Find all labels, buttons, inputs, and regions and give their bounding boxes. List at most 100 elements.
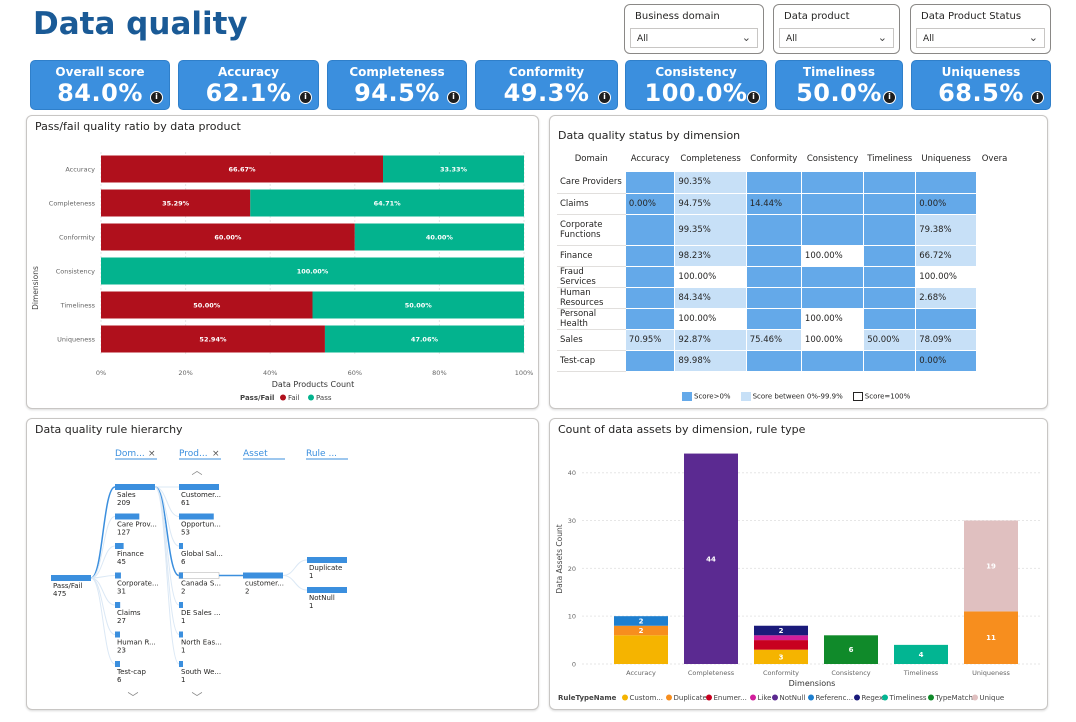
info-icon[interactable]: i bbox=[150, 91, 163, 104]
matrix-row[interactable]: Fraud Services 100.00% 100.00% bbox=[557, 265, 1013, 288]
bar-pass-timeliness[interactable] bbox=[312, 291, 525, 319]
bar-uniqueness-segment[interactable] bbox=[964, 520, 1018, 612]
matrix-cell[interactable] bbox=[801, 214, 865, 246]
data-product-slicer[interactable]: Data product All ⌄ bbox=[773, 4, 900, 54]
info-icon[interactable]: i bbox=[747, 91, 760, 104]
matrix-cell[interactable]: 100.00% bbox=[674, 307, 747, 330]
matrix-row[interactable]: Care Providers 90.35% bbox=[557, 171, 1013, 194]
assets-chart-panel[interactable]: Count of data assets by dimension, rule … bbox=[549, 418, 1048, 710]
matrix-col-header[interactable]: Domain bbox=[574, 154, 608, 164]
tree-node-bar-product[interactable] bbox=[179, 602, 183, 608]
matrix-col-header[interactable]: Overa bbox=[981, 153, 1008, 164]
matrix-cell[interactable] bbox=[976, 265, 1013, 288]
tree-node-bar-domain[interactable] bbox=[115, 572, 121, 579]
tree-node-bar-product[interactable] bbox=[179, 572, 183, 579]
matrix-cell[interactable]: 78.09% bbox=[915, 329, 978, 351]
matrix-cell[interactable] bbox=[863, 308, 917, 330]
matrix-cell[interactable]: 100.00% bbox=[800, 328, 865, 351]
bar-pass-uniqueness[interactable] bbox=[324, 325, 524, 353]
matrix-cell[interactable]: 84.34% bbox=[674, 287, 747, 309]
matrix-row[interactable]: Sales 70.95% 92.87% 75.46% 100.00% 50.00% 78.0… bbox=[557, 328, 1013, 351]
tree-node-bar-rule[interactable] bbox=[307, 557, 347, 563]
info-icon[interactable]: i bbox=[883, 91, 896, 104]
matrix-cell[interactable] bbox=[746, 214, 802, 246]
bar-fail-completeness[interactable] bbox=[101, 189, 251, 217]
matrix-cell[interactable]: 89.98% bbox=[674, 350, 747, 372]
matrix-cell[interactable]: 75.46% bbox=[746, 329, 802, 351]
matrix-cell[interactable] bbox=[976, 286, 1013, 309]
matrix-cell[interactable]: 14.44% bbox=[746, 193, 802, 215]
matrix-row[interactable]: Human Resources 84.34% 2.68% bbox=[557, 286, 1013, 309]
matrix-cell[interactable]: 50.00% bbox=[863, 329, 917, 351]
matrix-row[interactable]: Personal Health 100.00% 100.00% bbox=[557, 307, 1013, 330]
quality-matrix[interactable]: Domain Accuracy Completeness Conformity Cons… bbox=[557, 146, 1013, 378]
matrix-col-header[interactable]: Conformity bbox=[750, 154, 798, 164]
business-domain-slicer[interactable]: Business domain All ⌄ bbox=[624, 4, 764, 54]
tree-level-header[interactable]: Asset bbox=[243, 449, 285, 460]
matrix-cell[interactable] bbox=[863, 193, 917, 215]
data-product-status-slicer[interactable]: Data Product Status All ⌄ bbox=[910, 4, 1051, 54]
bar-pass-conformity[interactable] bbox=[354, 223, 524, 251]
matrix-cell[interactable]: 98.23% bbox=[674, 245, 747, 267]
tree-level-header[interactable]: Dom... × bbox=[115, 449, 157, 460]
matrix-cell[interactable] bbox=[976, 192, 1013, 215]
bar-conformity-segment[interactable] bbox=[754, 649, 808, 664]
matrix-row[interactable]: Corporate Functions 99.35% 79.38% bbox=[557, 213, 1013, 246]
bar-pass-completeness[interactable] bbox=[250, 189, 524, 217]
matrix-cell[interactable]: 100.00% bbox=[800, 244, 865, 267]
bar-conformity-segment[interactable] bbox=[754, 635, 808, 641]
matrix-cell[interactable]: 2.68% bbox=[915, 287, 978, 309]
matrix-cell[interactable]: 94.75% bbox=[674, 193, 747, 215]
matrix-cell[interactable] bbox=[976, 349, 1013, 372]
kpi-conformity[interactable]: Conformity 49.3% i bbox=[475, 60, 618, 110]
bar-pass-accuracy[interactable] bbox=[383, 155, 524, 183]
tree-node-bar-domain[interactable] bbox=[115, 513, 140, 520]
matrix-cell[interactable]: 99.35% bbox=[674, 214, 747, 246]
matrix-cell[interactable] bbox=[976, 307, 1013, 330]
matrix-cell[interactable] bbox=[863, 245, 917, 267]
matrix-cell[interactable] bbox=[625, 172, 676, 194]
matrix-cell[interactable] bbox=[801, 193, 865, 215]
matrix-cell[interactable] bbox=[915, 172, 978, 194]
matrix-cell[interactable] bbox=[746, 287, 802, 309]
matrix-cell[interactable] bbox=[746, 350, 802, 372]
matrix-cell[interactable]: 79.38% bbox=[915, 214, 978, 246]
quality-matrix-panel[interactable]: Data quality status by dimension Domain A… bbox=[549, 115, 1048, 409]
matrix-col-header[interactable]: Timeliness bbox=[867, 154, 913, 164]
matrix-cell[interactable] bbox=[801, 350, 865, 372]
matrix-cell[interactable]: 0.00% bbox=[915, 350, 978, 372]
matrix-cell[interactable] bbox=[863, 287, 917, 309]
matrix-cell[interactable]: 90.35% bbox=[674, 172, 747, 194]
bar-conformity-segment[interactable] bbox=[754, 640, 808, 650]
chevron-down-icon[interactable]: ﹀ bbox=[192, 691, 203, 704]
data-product-status-dropdown[interactable]: All ⌄ bbox=[916, 28, 1045, 48]
kpi-completeness[interactable]: Completeness 94.5% i bbox=[327, 60, 467, 110]
matrix-cell[interactable]: 0.00% bbox=[915, 193, 978, 215]
matrix-cell[interactable]: 70.95% bbox=[625, 329, 676, 351]
matrix-col-header[interactable]: Completeness bbox=[680, 154, 741, 164]
tree-node-bar-domain[interactable] bbox=[115, 631, 120, 638]
tree-node-bar-domain[interactable] bbox=[115, 661, 120, 667]
bar-timeliness-segment[interactable] bbox=[894, 644, 948, 664]
matrix-cell[interactable] bbox=[746, 266, 802, 288]
matrix-cell[interactable]: 100.00% bbox=[915, 265, 978, 288]
bar-completeness-segment[interactable] bbox=[684, 453, 738, 664]
matrix-cell[interactable]: 66.72% bbox=[915, 245, 978, 267]
bar-uniqueness-segment[interactable] bbox=[964, 611, 1018, 664]
bar-fail-conformity[interactable] bbox=[101, 223, 355, 251]
matrix-cell[interactable] bbox=[976, 328, 1013, 351]
tree-node-bar-rule[interactable] bbox=[307, 587, 347, 593]
tree-node-bar-product[interactable] bbox=[179, 513, 214, 520]
matrix-cell[interactable] bbox=[976, 244, 1013, 267]
matrix-cell[interactable] bbox=[801, 266, 865, 288]
matrix-col-header[interactable]: Accuracy bbox=[630, 154, 670, 164]
matrix-cell[interactable] bbox=[915, 308, 978, 330]
matrix-row[interactable]: Finance 98.23% 100.00% 66.72% bbox=[557, 244, 1013, 267]
matrix-cell[interactable] bbox=[801, 172, 865, 194]
bar-conformity-segment[interactable] bbox=[754, 625, 808, 636]
tree-node-bar-domain[interactable] bbox=[115, 484, 155, 490]
info-icon[interactable]: i bbox=[1031, 91, 1044, 104]
matrix-cell[interactable]: 92.87% bbox=[674, 329, 747, 351]
matrix-cell[interactable] bbox=[976, 213, 1013, 246]
matrix-cell[interactable] bbox=[976, 171, 1013, 194]
